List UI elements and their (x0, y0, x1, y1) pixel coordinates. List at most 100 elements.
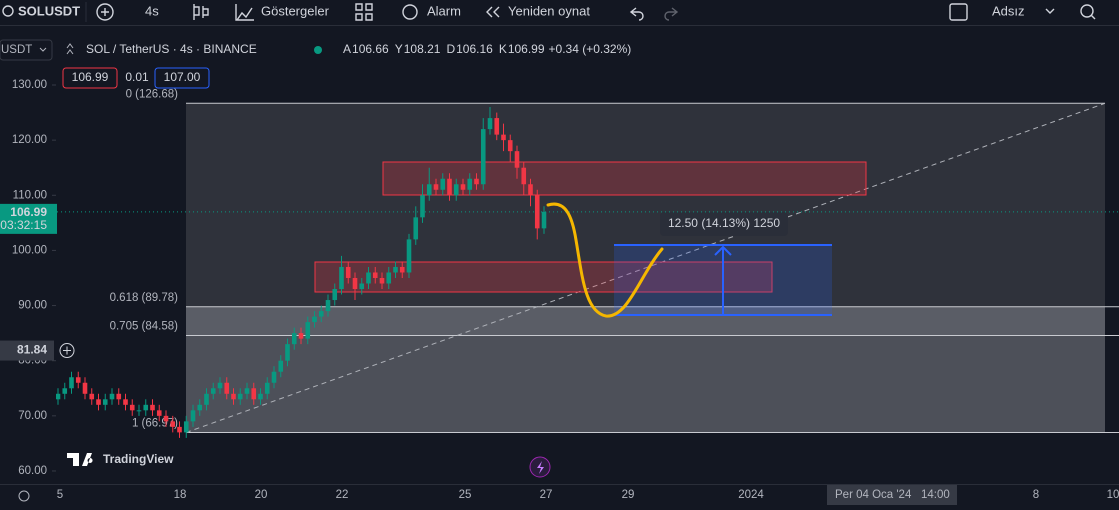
ohlc-key: D (446, 42, 455, 56)
crosshair-time-badge (827, 485, 957, 505)
interval[interactable]: 4s (145, 3, 159, 18)
candle-body (264, 382, 270, 394)
redo-icon[interactable] (664, 7, 679, 21)
candle-body (170, 421, 176, 427)
candle-body (541, 211, 547, 229)
price-tick-label: 130.00 (12, 79, 47, 91)
candle-body (136, 410, 142, 412)
time-tick-label: 8 (1033, 489, 1039, 501)
candle-body (352, 277, 358, 290)
candle-body (433, 184, 439, 190)
layout-name[interactable]: Adsız (992, 3, 1025, 18)
candle-body (271, 371, 277, 383)
candle-body (460, 184, 466, 190)
candle-body (244, 388, 250, 394)
buy-button[interactable] (154, 67, 210, 89)
symbol[interactable]: SOLUSDT (18, 3, 80, 18)
candle-body (366, 272, 371, 284)
flash-bolt (537, 461, 544, 474)
candle-body (123, 399, 128, 405)
candle-body (393, 266, 398, 273)
time-tick-label: 25 (459, 489, 472, 501)
toolbar: SOLUSDT 4s Göstergeler Alarm Yeniden oyn… (0, 2, 1119, 26)
candle-body (359, 283, 365, 290)
candle-body (534, 195, 540, 229)
price-axis-bg (0, 36, 56, 484)
ohlc-value: 108.21 (404, 42, 441, 56)
ohlc-key: Y (395, 42, 403, 56)
countdown: 03:32:15 (0, 218, 47, 232)
candle-body (507, 140, 513, 152)
ohlc-value: 106.66 (352, 42, 389, 56)
candle-body (231, 393, 236, 400)
candle-body (156, 410, 162, 416)
watermark-logo (67, 453, 93, 466)
currency-box (0, 39, 53, 61)
candle-body (129, 404, 135, 411)
candle-body (447, 178, 452, 196)
price-tick-label: 60.00 (18, 465, 47, 477)
measure-arrow (714, 245, 732, 315)
add-plus (101, 8, 109, 16)
buy-price: 107.00 (164, 70, 201, 84)
templates-icon[interactable] (355, 3, 373, 21)
search-icon-right[interactable] (1080, 4, 1094, 18)
candle-body (420, 195, 425, 218)
measure-label-bg (660, 212, 788, 236)
add-icon[interactable] (96, 3, 114, 21)
order-qty: 0.01 (125, 70, 149, 84)
candle-body (386, 272, 392, 284)
last-price-label: 106.99 (10, 205, 47, 219)
layout-icon[interactable] (949, 3, 968, 21)
fib-zone (186, 306, 1105, 336)
candle-body (291, 333, 297, 345)
candle-body (318, 311, 324, 317)
candle-body (62, 388, 68, 394)
crosshair-time: 14:00 (921, 489, 950, 501)
candle-body (197, 404, 203, 411)
candle-body (183, 421, 189, 433)
candle-body (82, 382, 88, 394)
candle-body (163, 415, 169, 422)
fib-label: 0.618 (89.78) (110, 292, 179, 304)
candle-body (278, 360, 284, 372)
fib-trend (185, 102, 1106, 434)
candle-body (55, 393, 61, 400)
indicators[interactable]: Göstergeler (261, 3, 330, 18)
candle-body (217, 382, 223, 389)
currency: USDT (1, 44, 32, 56)
candle-body (312, 316, 317, 323)
candle-body (305, 322, 311, 339)
currency-caret (39, 47, 47, 52)
crosshair-date: Per 04 Oca '24 (835, 489, 912, 501)
cursor-price-label: 81.84 (17, 343, 47, 357)
candle-body (332, 289, 338, 301)
ohlc-value: 106.16 (456, 42, 493, 56)
candle-body (210, 388, 216, 394)
dropdown-icon[interactable] (1045, 8, 1055, 14)
candle-body (89, 393, 95, 400)
ohlc-key: A (343, 42, 351, 56)
fib-zone (186, 335, 1105, 433)
candle-body (109, 393, 115, 400)
sell-button[interactable] (62, 67, 118, 89)
collapse-icon (66, 43, 74, 55)
alert[interactable]: Alarm (427, 3, 461, 18)
indicator-icon (235, 4, 254, 21)
support-zone (314, 261, 773, 293)
candle-body (190, 410, 196, 422)
settings-icon[interactable] (18, 490, 30, 502)
candle-body (528, 184, 533, 196)
last-price-badge (0, 203, 57, 234)
candle-icon[interactable] (193, 4, 209, 20)
candle-body (474, 178, 479, 185)
candle-body (116, 393, 122, 400)
time-tick-label: 22 (336, 489, 349, 501)
undo-icon[interactable] (629, 7, 644, 21)
fib-label: 0.705 (84.58) (110, 320, 179, 332)
search-handle (1090, 14, 1096, 20)
price-tick-label: 100.00 (12, 244, 47, 256)
ohlc-value: 106.99 (508, 42, 545, 56)
replay[interactable]: Yeniden oynat (508, 3, 590, 18)
